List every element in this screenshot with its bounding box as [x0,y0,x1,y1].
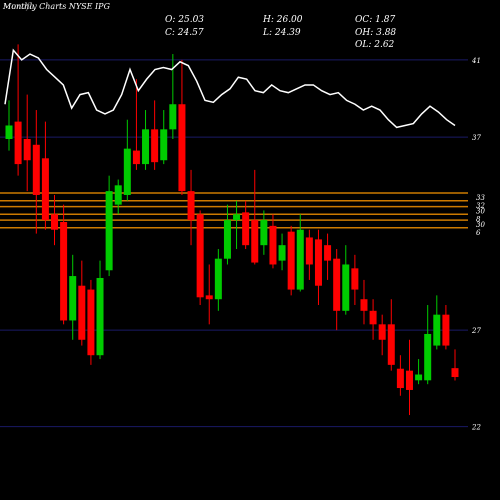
overlay-line [4,48,456,129]
candle-body [214,258,222,300]
level-label: 30 [476,208,485,216]
watermark: Munafa [2,2,34,11]
candle-body [369,310,377,325]
info-text: OC: 1.87 [355,15,395,25]
candle-body [378,324,386,340]
level-label: 8 [476,215,481,223]
candle-body [324,245,332,261]
candle-body [269,225,277,265]
candle-body [242,212,250,246]
level-label: 33 [476,194,485,202]
candle-body [96,277,104,356]
candle-body [151,129,159,163]
candle-body [251,220,259,263]
candle-body [287,231,295,290]
info-text: H: 26.00 [262,15,303,25]
candle-body [233,214,241,221]
candle-body [351,268,359,290]
candle-body [333,258,341,311]
level-label: 32 [476,202,485,210]
candle-body [278,245,286,261]
candle-body [14,121,22,165]
info-text: L: 24.39 [262,28,301,38]
candle-body [360,299,368,311]
y-tick-label: 41 [471,57,481,65]
candle-body [223,220,231,259]
y-tick-label: 27 [471,327,481,335]
level-label: 30 [476,221,485,229]
candle-body [87,289,95,356]
candle-body [41,158,49,221]
info-text: OH: 3.88 [355,28,396,38]
candle-body [23,138,31,161]
candle-body [32,144,40,195]
candle-body [424,333,432,381]
candle-body [142,129,150,165]
candle-body [78,285,86,340]
candle-body [132,150,140,165]
candle-body [105,191,113,271]
candle-body [205,295,213,300]
candle-body [60,222,68,321]
candle-body [5,125,13,139]
candle-body [305,237,313,265]
candle-body [451,368,459,378]
candle-body [396,368,404,389]
candle-body [314,239,322,286]
candle-body [260,220,268,246]
candle-body [51,214,59,230]
candle-body [114,185,122,205]
candle-body [178,104,186,192]
candle-body [160,129,168,161]
candle-body [123,148,131,195]
candle-body [196,214,204,298]
info-text: C: 24.57 [165,28,204,38]
candle-body [342,264,350,311]
candle-body [415,374,423,381]
candle-body [296,229,304,290]
candle-body [442,314,450,346]
candle-body [433,314,441,346]
chart-title: Monthly Charts NYSE IPG [2,2,111,11]
candle-body [187,191,195,221]
info-text: O: 25.03 [165,15,204,25]
level-label: 6 [476,229,481,237]
candle-body [169,104,177,130]
y-tick-label: 22 [471,424,481,432]
candle-body [387,324,395,365]
y-tick-label: 37 [472,134,481,142]
candle-body [69,276,77,321]
candle-body [405,370,413,390]
info-text: OL: 2.62 [355,40,395,50]
